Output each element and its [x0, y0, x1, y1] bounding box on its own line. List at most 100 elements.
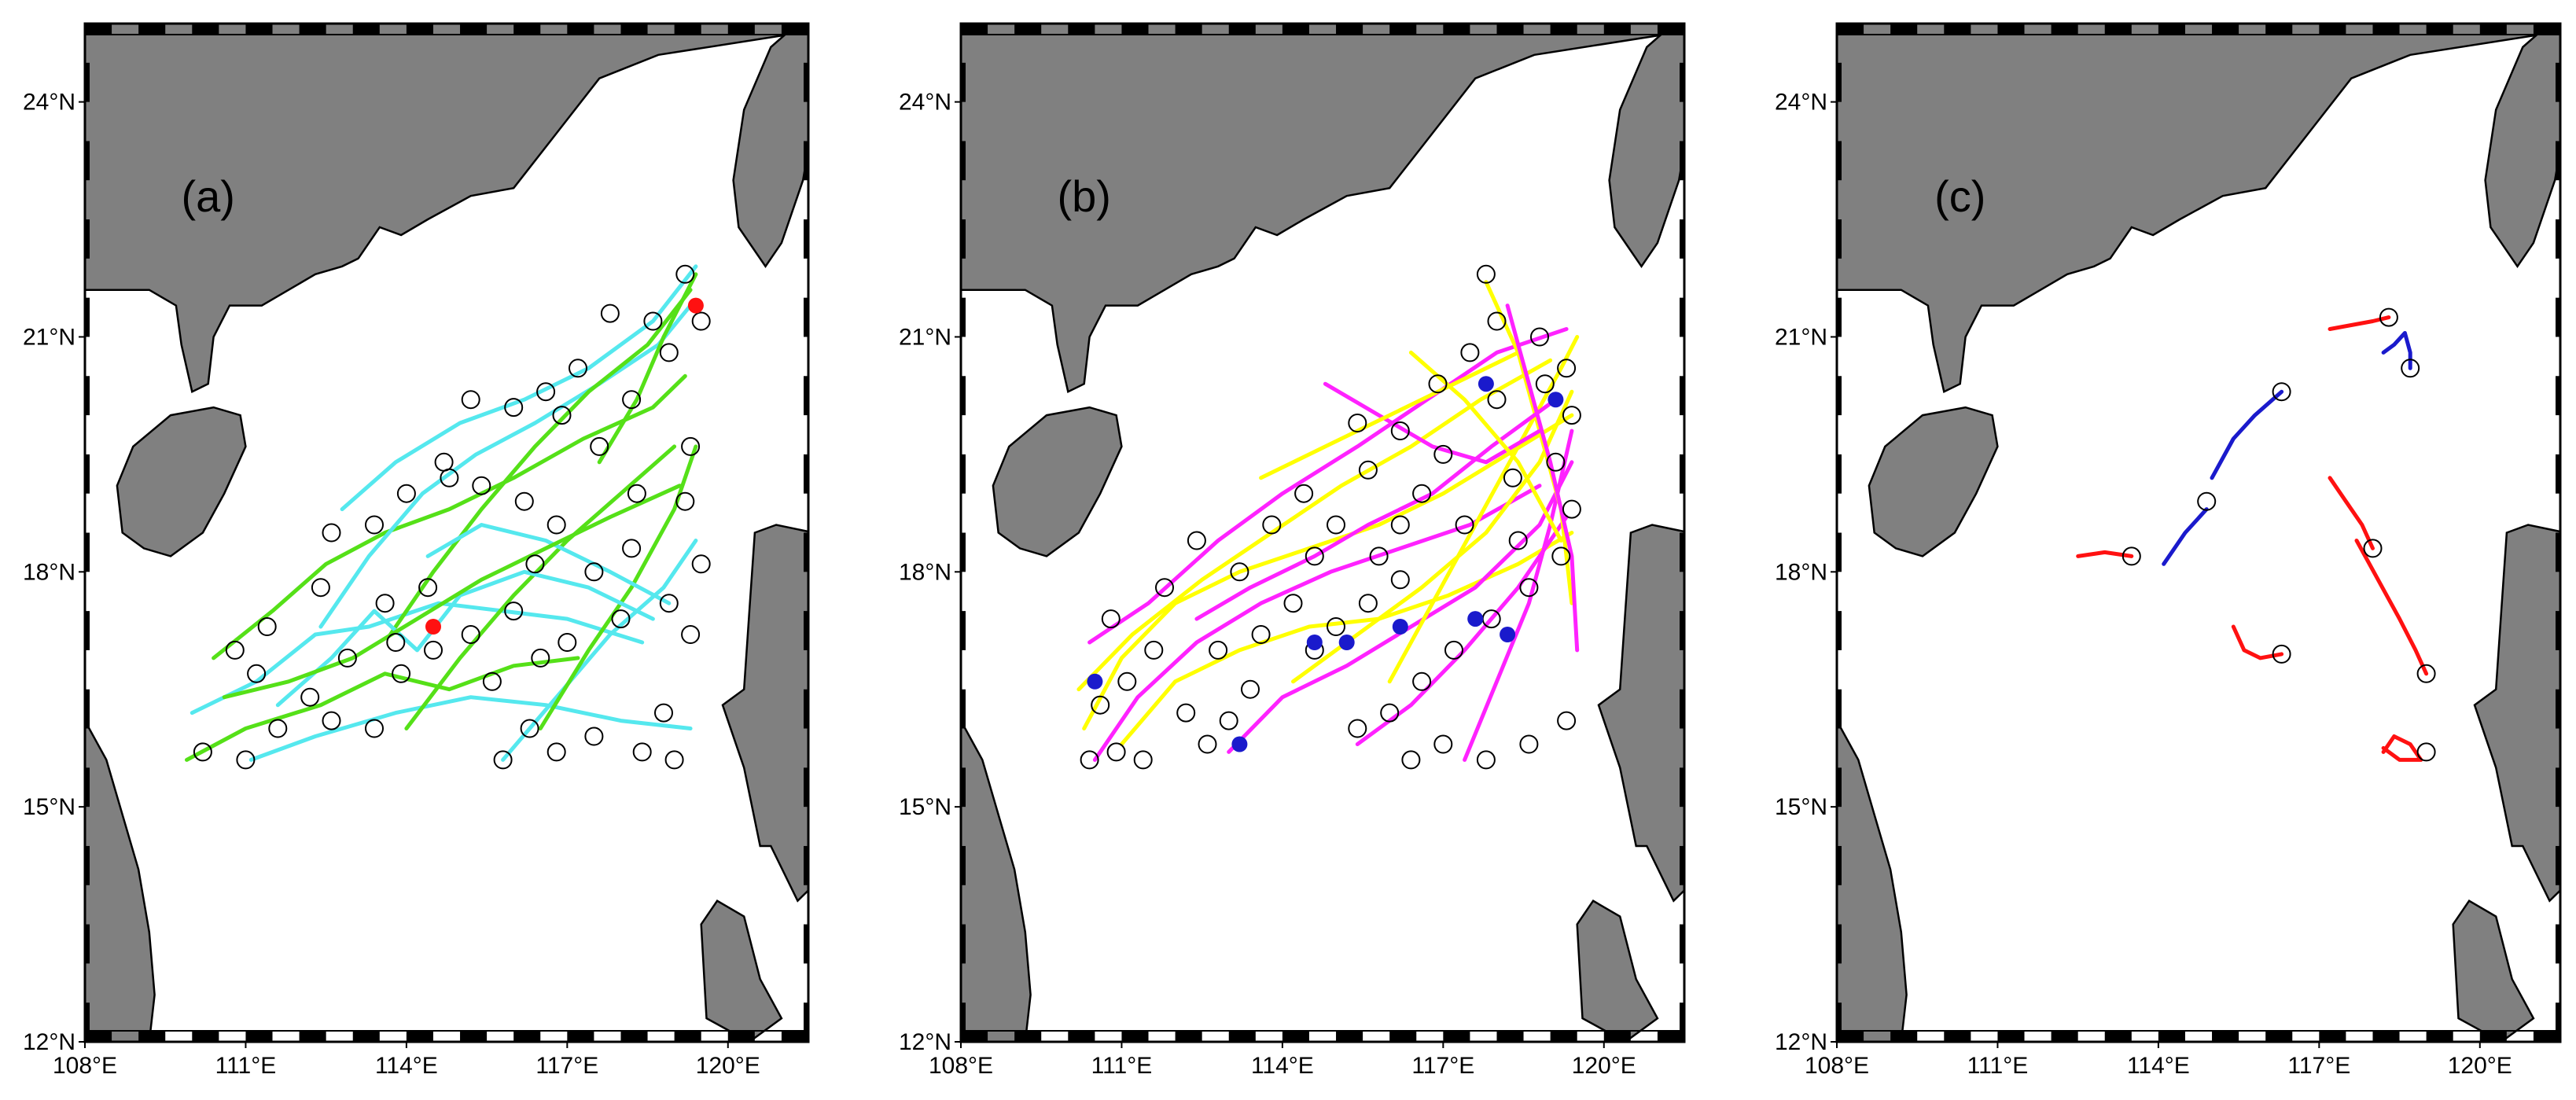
frame-segment-top: [352, 24, 380, 35]
eddy-position-circle: [1476, 750, 1496, 770]
lat-tick-label: 24°N: [1775, 90, 1827, 116]
eddy-position-circle: [622, 539, 642, 558]
eddy-position-circle: [1546, 452, 1566, 472]
frame-segment-right: [804, 297, 808, 337]
frame-segment-top: [727, 24, 755, 35]
eddy-position-circle: [193, 742, 212, 762]
magenta-eddy-track: [1355, 515, 1569, 746]
red-eddy-track: [2231, 624, 2284, 660]
frame-segment-bottom: [1837, 1031, 1864, 1042]
lat-tick-label: 18°N: [1775, 559, 1827, 585]
frame-segment-bottom: [1496, 1031, 1524, 1042]
eddy-position-circle: [1369, 546, 1389, 566]
frame-segment-top: [620, 24, 648, 35]
eddy-position-circle: [654, 703, 673, 723]
frame-segment-bottom: [1336, 1031, 1363, 1042]
frame-segment-right: [1680, 532, 1684, 572]
blue-eddy-track: [2210, 389, 2284, 480]
eddy-position-circle: [1535, 374, 1555, 394]
map-frame: [1835, 22, 2562, 1043]
eddy-position-circle: [375, 594, 395, 613]
frame-segment-top: [2265, 24, 2293, 35]
frame-segment-left: [1837, 1003, 1842, 1042]
lat-tick-label: 15°N: [899, 794, 951, 820]
frame-segment-right: [1680, 141, 1684, 181]
frame-segment-top: [1657, 24, 1684, 35]
frame-segment-top: [513, 24, 541, 35]
eddy-position-circle: [632, 742, 652, 762]
frame-segment-right: [2556, 689, 2560, 729]
eddy-position-circle: [2363, 539, 2383, 558]
eddy-position-circle: [1241, 679, 1260, 699]
frame-segment-right: [1680, 297, 1684, 337]
frame-segment-right: [2556, 297, 2560, 337]
eddy-position-circle: [236, 750, 256, 770]
eddy-position-circle: [1487, 390, 1507, 410]
frame-segment-left: [1837, 845, 1842, 885]
frame-segment-right: [1680, 611, 1684, 650]
frame-segment-bottom: [1657, 1031, 1684, 1042]
frame-segment-top: [2158, 24, 2185, 35]
eddy-position-circle: [558, 633, 577, 652]
lon-tick-label: 111°E: [1967, 1053, 2029, 1079]
eddy-position-circle: [1209, 640, 1228, 660]
frame-segment-right: [804, 1003, 808, 1042]
frame-segment-left: [961, 689, 966, 729]
eddy-position-circle: [1380, 703, 1400, 723]
eddy-position-circle: [1106, 742, 1126, 762]
lon-tick-label: 120°E: [2448, 1053, 2512, 1079]
lon-tick-label: 111°E: [1091, 1053, 1153, 1079]
eddy-position-circle: [536, 382, 556, 402]
frame-segment-right: [2556, 611, 2560, 650]
eddy-position-circle: [225, 640, 245, 660]
frame-segment-bottom: [2426, 1031, 2453, 1042]
eddy-position-circle: [2122, 546, 2141, 566]
frame-segment-bottom: [1282, 1031, 1309, 1042]
frame-segment-bottom: [1175, 1031, 1202, 1042]
eddy-position-circle: [1348, 719, 1367, 738]
map-content: [1837, 24, 2560, 1042]
eddy-position-circle: [1327, 617, 1345, 636]
eddy-position-circle: [1557, 711, 1577, 730]
frame-segment-top: [2319, 24, 2346, 35]
eddy-position-circle: [247, 664, 267, 683]
magenta-eddy-track: [1087, 327, 1569, 645]
frame-segment-left: [1837, 611, 1842, 650]
frame-segment-right: [804, 689, 808, 729]
green-eddy-track: [185, 656, 580, 762]
eddy-position-circle: [1557, 359, 1577, 378]
magenta-eddy-track: [1323, 381, 1542, 465]
eddy-position-circle: [365, 719, 384, 738]
china-coast-land: [85, 24, 808, 394]
eddy-position-circle: [622, 390, 642, 410]
frame-segment-right: [804, 767, 808, 808]
luzon-south-land: [1576, 899, 1659, 1042]
eddy-position-circle: [1283, 594, 1303, 613]
eddy-position-circle: [2416, 742, 2436, 762]
eddy-position-circle: [1305, 546, 1324, 566]
frame-segment-top: [2212, 24, 2239, 35]
frame-segment-right: [1680, 1003, 1684, 1042]
eddy-position-circle: [1412, 671, 1432, 691]
frame-segment-bottom: [299, 1031, 326, 1042]
eddy-position-circle: [1433, 444, 1453, 464]
blue-marker-dot: [1478, 376, 1494, 392]
map-panel-3: 12°N 15°N 18°N 21°N 24°N 108°E 111°E 114°E 117°E…: [1775, 22, 2562, 1079]
frame-segment-top: [1282, 24, 1309, 35]
lon-tick-label: 117°E: [2287, 1053, 2350, 1079]
frame-segment-top: [1837, 24, 1864, 35]
frame-segment-right: [2556, 532, 2560, 572]
panel-label: (c): [1934, 171, 1985, 221]
lat-tick-label: 12°N: [1775, 1029, 1827, 1055]
green-eddy-track: [404, 444, 677, 730]
cyan-eddy-track: [501, 539, 698, 762]
frame-segment-bottom: [1550, 1031, 1577, 1042]
frame-segment-right: [804, 611, 808, 650]
lon-tick-label: 108°E: [1805, 1053, 1869, 1079]
eddy-position-circle: [2272, 644, 2291, 664]
frame-segment-bottom: [352, 1031, 380, 1042]
eddy-position-circle: [2379, 307, 2398, 327]
frame-segment-right: [1680, 689, 1684, 729]
red-eddy-track: [2328, 476, 2375, 550]
